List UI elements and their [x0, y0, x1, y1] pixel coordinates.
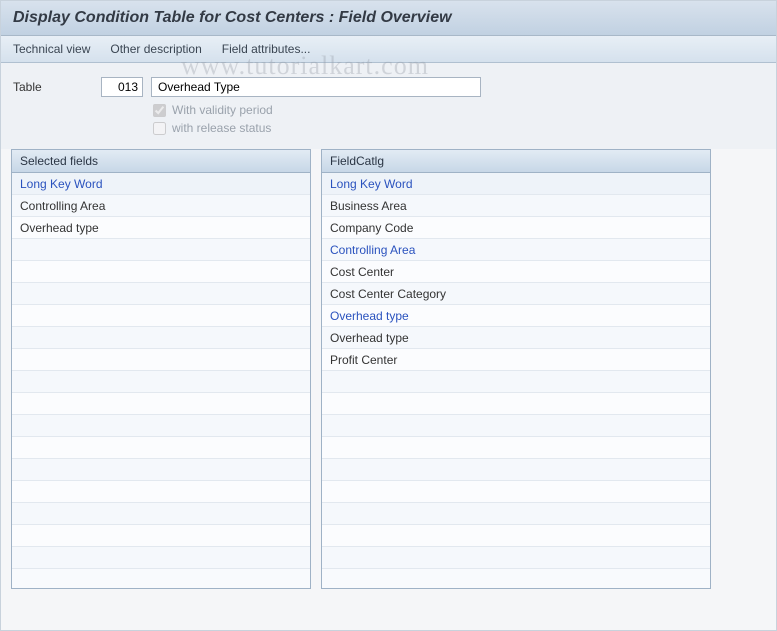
selected-fields-body: Long Key WordControlling AreaOverhead ty…: [12, 173, 310, 588]
selected-fields-header: Selected fields: [12, 150, 310, 173]
list-item-empty: [12, 481, 310, 503]
list-item[interactable]: Overhead type: [322, 305, 710, 327]
list-item-empty: [12, 525, 310, 547]
list-item-empty: [322, 371, 710, 393]
menu-bar: Technical view Other description Field a…: [1, 36, 776, 63]
list-item-empty: [12, 283, 310, 305]
form-area: Table With validity period with release …: [1, 63, 776, 149]
table-name-input[interactable]: [151, 77, 481, 97]
list-item-empty: [322, 525, 710, 547]
list-item-empty: [322, 547, 710, 569]
list-item-empty: [12, 393, 310, 415]
list-item[interactable]: Overhead type: [12, 217, 310, 239]
list-item-empty: [12, 239, 310, 261]
with-validity-label: With validity period: [172, 103, 273, 117]
list-column-header: Long Key Word: [12, 173, 310, 195]
list-item-empty: [322, 393, 710, 415]
list-item[interactable]: Overhead type: [322, 327, 710, 349]
list-item-empty: [12, 371, 310, 393]
with-validity-checkbox[interactable]: [153, 104, 166, 117]
with-release-checkbox[interactable]: [153, 122, 166, 135]
list-item[interactable]: Controlling Area: [322, 239, 710, 261]
list-item-empty: [12, 305, 310, 327]
selected-fields-panel: Selected fields Long Key WordControlling…: [11, 149, 311, 589]
list-item-empty: [322, 415, 710, 437]
list-item-empty: [322, 503, 710, 525]
list-item[interactable]: Controlling Area: [12, 195, 310, 217]
menu-field-attributes[interactable]: Field attributes...: [222, 42, 311, 56]
list-item-empty: [12, 327, 310, 349]
with-release-label: with release status: [172, 121, 271, 135]
list-item[interactable]: Cost Center Category: [322, 283, 710, 305]
field-catalog-header: FieldCatlg: [322, 150, 710, 173]
list-item-empty: [12, 437, 310, 459]
panels-container: Selected fields Long Key WordControlling…: [1, 149, 776, 599]
list-item-empty: [12, 547, 310, 569]
list-item-empty: [12, 261, 310, 283]
table-number-input[interactable]: [101, 77, 143, 97]
list-item-empty: [322, 459, 710, 481]
list-item[interactable]: Cost Center: [322, 261, 710, 283]
field-catalog-body: Long Key WordBusiness AreaCompany CodeCo…: [322, 173, 710, 588]
list-item-empty: [322, 481, 710, 503]
title-bar: Display Condition Table for Cost Centers…: [1, 1, 776, 36]
list-column-header: Long Key Word: [322, 173, 710, 195]
list-item-empty: [12, 503, 310, 525]
list-item-empty: [12, 459, 310, 481]
menu-other-description[interactable]: Other description: [110, 42, 201, 56]
list-item[interactable]: Business Area: [322, 195, 710, 217]
list-item[interactable]: Profit Center: [322, 349, 710, 371]
table-label: Table: [13, 80, 93, 94]
page-title: Display Condition Table for Cost Centers…: [13, 9, 764, 27]
list-item[interactable]: Company Code: [322, 217, 710, 239]
list-item-empty: [12, 415, 310, 437]
list-item-empty: [12, 349, 310, 371]
menu-technical-view[interactable]: Technical view: [13, 42, 90, 56]
field-catalog-panel: FieldCatlg Long Key WordBusiness AreaCom…: [321, 149, 711, 589]
list-item-empty: [322, 437, 710, 459]
